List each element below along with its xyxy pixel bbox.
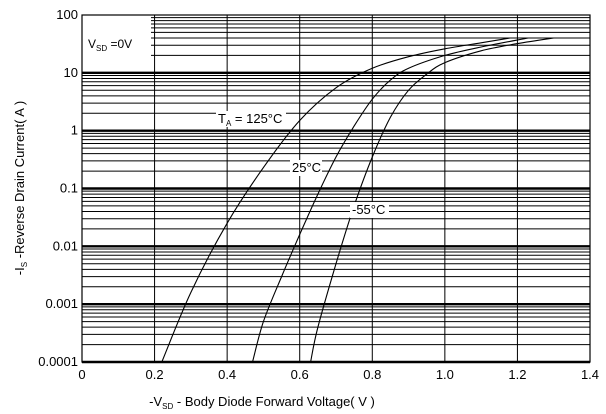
y-tick-label: 0.001 [45, 296, 78, 311]
tick-label-layer: 0 0.2 0.4 0.6 0.8 1.0 1.2 1.4 0.0001 0.001 0.01 0.1… [38, 7, 599, 382]
x-tick-label: 1.2 [508, 367, 526, 382]
curve-layer: TA = 125°C 25°C -55°C [161, 37, 554, 363]
y-axis-title-prefix: -I [12, 267, 27, 275]
x-tick-label: 1.4 [581, 367, 599, 382]
condition-box [82, 17, 151, 67]
condition-prefix: V [88, 37, 96, 51]
plot-frame [81, 14, 591, 363]
series-label-bg [216, 111, 286, 127]
y-axis-title-subscript: S [20, 262, 29, 267]
x-axis-title-prefix: -V [149, 394, 162, 409]
series-line-1 [251, 37, 529, 363]
series-line-2 [310, 37, 554, 363]
x-tick-label: 0.2 [146, 367, 164, 382]
y-tick-label: 0.01 [53, 238, 78, 253]
condition-subscript: SD [96, 44, 107, 53]
y-tick-label: 10 [64, 65, 78, 80]
x-axis-title-subscript: SD [162, 402, 173, 411]
y-tick-label: 100 [56, 7, 78, 22]
x-tick-label: 0.8 [363, 367, 381, 382]
series-label-0: TA = 125°C [218, 111, 282, 128]
condition-label: VSD =0V [88, 37, 132, 53]
y-axis-title-rest: -Reverse Drain Current( A ) [12, 101, 27, 262]
y-tick-label: 0.1 [60, 181, 78, 196]
series-label-bg [350, 202, 389, 218]
series-label-2: -55°C [352, 202, 385, 217]
x-tick-label: 0.4 [218, 367, 236, 382]
series-label-1: 25°C [292, 160, 321, 175]
x-tick-label: 0 [78, 367, 85, 382]
y-axis-title: -IS -Reverse Drain Current( A ) [12, 101, 29, 275]
x-axis-title: -VSD - Body Diode Forward Voltage( V ) [149, 394, 375, 411]
series-label-bg [290, 160, 322, 176]
y-tick-label: 1 [71, 123, 78, 138]
condition-rest: =0V [107, 37, 132, 51]
grid-layer [82, 15, 590, 364]
x-tick-label: 1.0 [436, 367, 454, 382]
x-tick-label: 0.6 [291, 367, 309, 382]
series-line-0 [161, 37, 511, 363]
x-axis-title-rest: - Body Diode Forward Voltage( V ) [173, 394, 375, 409]
y-tick-label: 0.0001 [38, 354, 78, 369]
